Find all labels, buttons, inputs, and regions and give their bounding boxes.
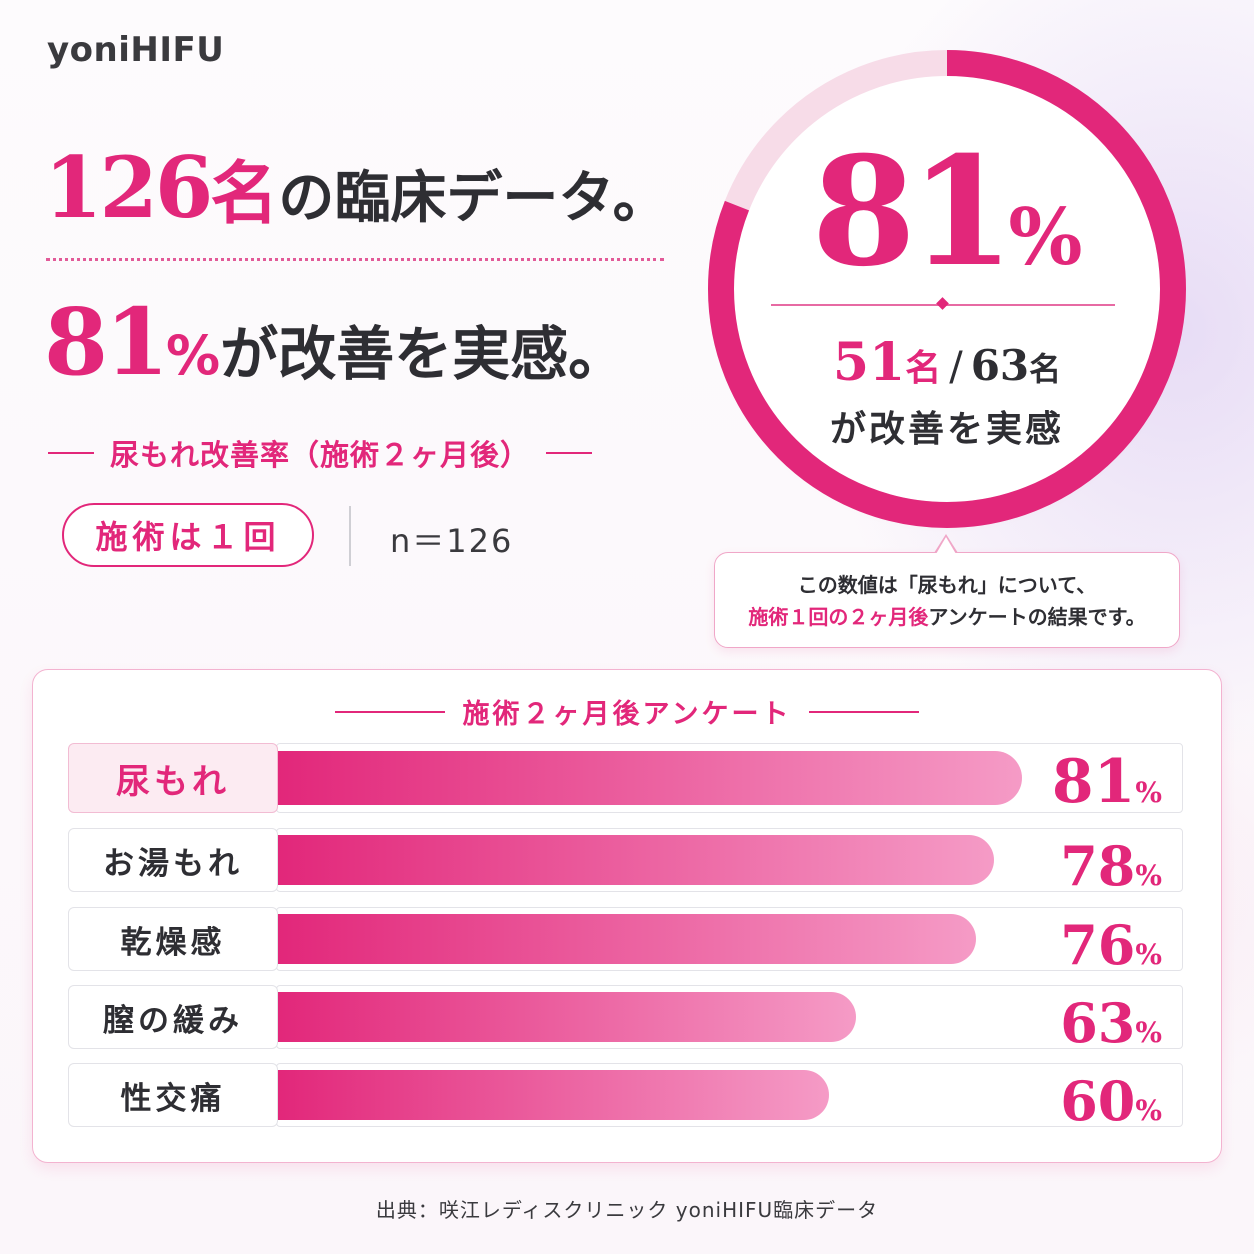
bar bbox=[278, 835, 994, 885]
headline-clinical-data: 126名の臨床データ。 bbox=[44, 138, 669, 237]
donut-ratio: 51名/63名 bbox=[700, 332, 1194, 393]
bar-value-unit: % bbox=[1135, 776, 1162, 809]
headline-clinical-text: の臨床データ。 bbox=[278, 166, 669, 231]
note-line-2-rest: アンケートの結果です。 bbox=[928, 605, 1146, 629]
subline: 尿もれ改善率（施術２ヶ月後） bbox=[48, 432, 593, 474]
source-credit: 出典：咲江レディスクリニック yoniHIFU臨床データ bbox=[375, 1198, 879, 1222]
bar-value-label: 63% bbox=[1060, 991, 1162, 1055]
dotted-divider bbox=[46, 258, 664, 261]
subline-rule-left bbox=[48, 452, 94, 454]
panel-title-rule-right bbox=[809, 710, 920, 713]
panel-title-rule-left bbox=[334, 710, 445, 713]
note-line-1: この数値は「尿もれ」について、 bbox=[797, 573, 1097, 597]
bar-label: お湯もれ bbox=[68, 828, 278, 892]
bar bbox=[278, 914, 976, 964]
bar-value-number: 60 bbox=[1060, 1069, 1136, 1133]
donut-value-number: 81 bbox=[811, 124, 1015, 300]
bar-value-unit: % bbox=[1135, 859, 1162, 892]
headline-count-number: 126 bbox=[44, 138, 213, 237]
headline-percent-number: 81 bbox=[44, 288, 169, 396]
bar-value-unit: % bbox=[1135, 938, 1162, 971]
total-count: 63 bbox=[970, 341, 1030, 390]
bar-label: 性交痛 bbox=[68, 1063, 278, 1127]
headline-improvement: 81%が改善を実感。 bbox=[44, 288, 626, 396]
bar-value-number: 63 bbox=[1060, 991, 1136, 1055]
bar-label: 膣の緩み bbox=[68, 985, 278, 1049]
improved-count: 51 bbox=[832, 332, 906, 393]
note-highlight: 施術１回の２ヶ月後 bbox=[748, 605, 929, 629]
bar-value-number: 81 bbox=[1051, 747, 1136, 817]
note-callout: この数値は「尿もれ」について、 施術１回の２ヶ月後アンケートの結果です。 bbox=[714, 552, 1180, 648]
vertical-divider bbox=[349, 506, 351, 566]
survey-panel-title: 施術２ヶ月後アンケート bbox=[0, 692, 1254, 731]
improved-count-unit: 名 bbox=[905, 348, 942, 389]
bar bbox=[278, 751, 1022, 805]
note-line-2: 施術１回の２ヶ月後アンケートの結果です。 bbox=[715, 600, 1179, 634]
bar-value-number: 76 bbox=[1060, 913, 1136, 977]
subline-text: 尿もれ改善率（施術２ヶ月後） bbox=[110, 438, 531, 472]
total-count-unit: 名 bbox=[1029, 350, 1062, 388]
brand-logo: yoniHIFU bbox=[47, 30, 225, 70]
donut-inner-disc bbox=[721, 63, 1173, 515]
headline-improvement-text: が改善を実感。 bbox=[220, 320, 627, 388]
subline-rule-right bbox=[546, 452, 593, 454]
bar-value-label: 60% bbox=[1060, 1069, 1162, 1133]
sample-size: n＝126 bbox=[390, 522, 514, 560]
headline-percent-sign: % bbox=[166, 324, 221, 387]
bar-label: 尿もれ bbox=[68, 743, 278, 813]
panel-title-text: 施術２ヶ月後アンケート bbox=[462, 699, 792, 730]
bar-label: 乾燥感 bbox=[68, 907, 278, 971]
note-callout-tail-fill bbox=[936, 537, 956, 554]
bar-value-unit: % bbox=[1135, 1094, 1162, 1127]
bar bbox=[278, 992, 856, 1042]
bar-value-label: 81% bbox=[1052, 747, 1162, 817]
bar-value-unit: % bbox=[1135, 1016, 1162, 1049]
donut-chart bbox=[708, 50, 1186, 528]
bar-value-label: 76% bbox=[1060, 913, 1162, 977]
ratio-slash: / bbox=[949, 344, 963, 390]
bar-value-label: 78% bbox=[1060, 834, 1162, 898]
donut-caption: が改善を実感 bbox=[829, 409, 1064, 450]
bar-value-number: 78 bbox=[1060, 834, 1136, 898]
donut-value-arc bbox=[708, 50, 1186, 528]
bar bbox=[278, 1070, 829, 1120]
headline-count-unit: 名 bbox=[210, 155, 279, 234]
treatment-count-badge: 施術は１回 bbox=[62, 503, 314, 567]
donut-value-percent: % bbox=[1008, 192, 1083, 283]
donut-value: 81% bbox=[700, 124, 1194, 300]
donut-center: 81% 51名/63名 が改善を実感 bbox=[700, 42, 1194, 536]
